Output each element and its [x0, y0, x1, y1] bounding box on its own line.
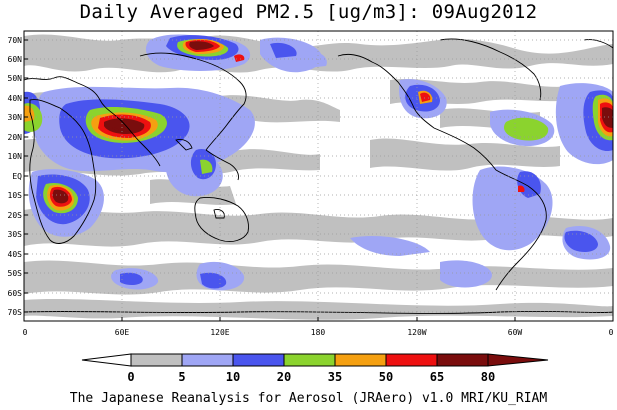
lat-label: 50N [8, 74, 23, 83]
colorbar-segment [487, 353, 549, 367]
coastlines [24, 38, 613, 314]
lon-label: 60E [115, 328, 130, 337]
colorbar-segment [81, 353, 132, 367]
lat-label: 10N [8, 152, 23, 161]
colorbar-segment [436, 353, 489, 367]
colorbar-segment [232, 353, 285, 367]
lat-label: EQ [12, 172, 22, 181]
colorbar-label: 5 [178, 370, 185, 384]
lon-label: 120E [210, 328, 229, 337]
colorbar-label: 80 [481, 370, 495, 384]
lat-label: 20S [8, 211, 23, 220]
lon-label: 120W [407, 328, 426, 337]
colorbar-segment [385, 353, 438, 367]
lat-label: 20N [8, 133, 23, 142]
lon-label: 0 [23, 328, 28, 337]
colorbar-label: 10 [226, 370, 240, 384]
colorbar-label: 20 [277, 370, 291, 384]
colorbar-label: 0 [127, 370, 134, 384]
colorbar-label: 65 [430, 370, 444, 384]
longitude-labels: 0 60E 120E 180 120W 60W 0 [23, 328, 614, 337]
lon-label: 60W [508, 328, 523, 337]
lon-label: 0 [609, 328, 614, 337]
lat-label: 10S [8, 191, 23, 200]
lat-label: 30N [8, 113, 23, 122]
colorbar [81, 353, 549, 367]
colorbar-segment [130, 353, 183, 367]
graticule [24, 31, 613, 321]
lon-label: 180 [311, 328, 326, 337]
colorbar-label: 35 [328, 370, 342, 384]
footer-credit: The Japanese Reanalysis for Aerosol (JRA… [69, 391, 548, 406]
lat-label: 30S [8, 230, 23, 239]
lat-label: 50S [8, 269, 23, 278]
pm25-map: 70N 60N 50N 40N 30N 20N 10N EQ 10S 20S 3… [8, 30, 614, 384]
lat-label: 70N [8, 36, 23, 45]
map-title: Daily Averaged PM2.5 [ug/m3]: 09Aug2012 [79, 1, 538, 23]
latitude-labels: 70N 60N 50N 40N 30N 20N 10N EQ 10S 20S 3… [8, 36, 23, 317]
lat-label: 40S [8, 250, 23, 259]
colorbar-label: 50 [379, 370, 393, 384]
colorbar-segment [181, 353, 234, 367]
lat-label: 60N [8, 55, 23, 64]
lat-label: 70S [8, 308, 23, 317]
lat-label: 60S [8, 289, 23, 298]
contour-band-80-plus [52, 41, 613, 204]
colorbar-segment [283, 353, 336, 367]
colorbar-segment [334, 353, 387, 367]
axis-ticks [24, 39, 516, 321]
colorbar-labels: 0 5 10 20 35 50 65 80 [127, 370, 495, 384]
lat-label: 40N [8, 94, 23, 103]
pm25-contours [24, 31, 613, 321]
